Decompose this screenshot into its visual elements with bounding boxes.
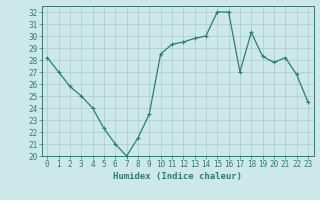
X-axis label: Humidex (Indice chaleur): Humidex (Indice chaleur) — [113, 172, 242, 181]
